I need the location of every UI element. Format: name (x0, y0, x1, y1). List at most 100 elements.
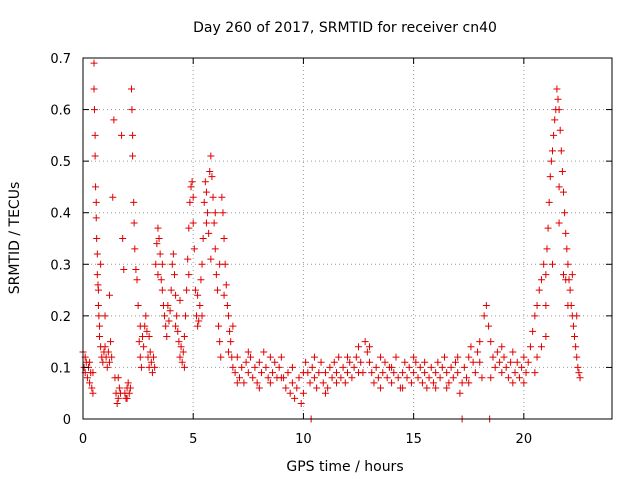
data-point (489, 353, 497, 361)
data-point (238, 363, 246, 371)
data-point (295, 374, 303, 382)
data-point (271, 358, 279, 366)
data-point (344, 353, 351, 361)
data-point (410, 353, 418, 361)
data-point (107, 338, 115, 346)
data-point (156, 250, 164, 258)
data-point (169, 250, 177, 258)
data-point (216, 338, 224, 346)
data-point (540, 260, 548, 268)
data-point (491, 363, 499, 371)
data-point (445, 379, 453, 387)
data-point (155, 235, 163, 242)
data-point (564, 260, 572, 268)
data-point (205, 229, 213, 237)
data-point (467, 343, 475, 351)
data-point (173, 312, 181, 320)
data-point (568, 271, 576, 279)
data-point (242, 358, 250, 366)
data-point (337, 374, 345, 382)
data-point (170, 271, 178, 279)
data-point (458, 379, 466, 387)
data-point (324, 384, 332, 392)
data-point (454, 353, 462, 361)
data-point (129, 152, 137, 160)
data-point (299, 389, 307, 397)
data-point (377, 353, 385, 361)
data-point (561, 209, 569, 217)
data-point (366, 343, 374, 351)
data-point (436, 374, 444, 382)
data-point (550, 131, 558, 139)
data-point (366, 358, 374, 366)
data-point (172, 322, 180, 330)
data-point (288, 379, 296, 387)
data-point (114, 394, 122, 402)
data-point (566, 286, 574, 294)
data-point (361, 338, 369, 346)
data-point (542, 271, 550, 279)
data-point (146, 348, 154, 356)
data-point (476, 358, 484, 366)
data-point (226, 327, 234, 335)
data-point (412, 358, 420, 366)
data-point (513, 358, 521, 366)
data-point (217, 353, 225, 361)
data-point (235, 374, 243, 382)
data-point (537, 276, 545, 284)
data-point (95, 312, 103, 320)
data-point (212, 271, 220, 279)
data-point (247, 353, 255, 361)
data-point (94, 302, 102, 310)
data-point (399, 384, 407, 392)
data-point (136, 322, 144, 330)
y-tick-label: 0.4 (50, 207, 71, 222)
data-point (207, 255, 215, 263)
data-point (511, 369, 519, 377)
data-point (88, 384, 96, 392)
data-point (161, 312, 169, 320)
data-point (94, 286, 102, 294)
data-point (440, 353, 448, 361)
data-point (124, 379, 132, 387)
data-point (184, 255, 192, 263)
data-point (421, 358, 429, 366)
x-axis-label: GPS time / hours (286, 459, 403, 475)
data-point (480, 312, 488, 320)
data-point (427, 363, 435, 371)
data-point (166, 307, 174, 315)
data-point (197, 276, 205, 284)
data-point (231, 369, 239, 377)
data-point (478, 374, 486, 382)
data-point (251, 363, 259, 371)
data-point (465, 353, 473, 361)
data-point (215, 322, 223, 330)
data-point (129, 131, 137, 139)
data-point (291, 394, 299, 402)
data-point (91, 152, 99, 160)
data-point (86, 379, 94, 387)
data-point (277, 374, 285, 382)
data-point (204, 209, 212, 217)
data-point (104, 348, 112, 356)
data-point (496, 358, 504, 366)
data-point (220, 235, 228, 242)
data-point (114, 374, 122, 382)
data-point (97, 260, 105, 268)
data-point (216, 260, 224, 268)
data-point (509, 379, 517, 387)
y-tick-label: 0.1 (50, 361, 71, 376)
data-point (130, 198, 138, 206)
data-point (403, 374, 411, 382)
data-point (275, 363, 283, 371)
data-point (531, 312, 539, 320)
data-point (533, 302, 541, 310)
data-point (135, 338, 143, 346)
data-point (187, 183, 195, 191)
data-point (374, 374, 382, 382)
data-point (368, 369, 376, 377)
data-point (560, 188, 568, 196)
